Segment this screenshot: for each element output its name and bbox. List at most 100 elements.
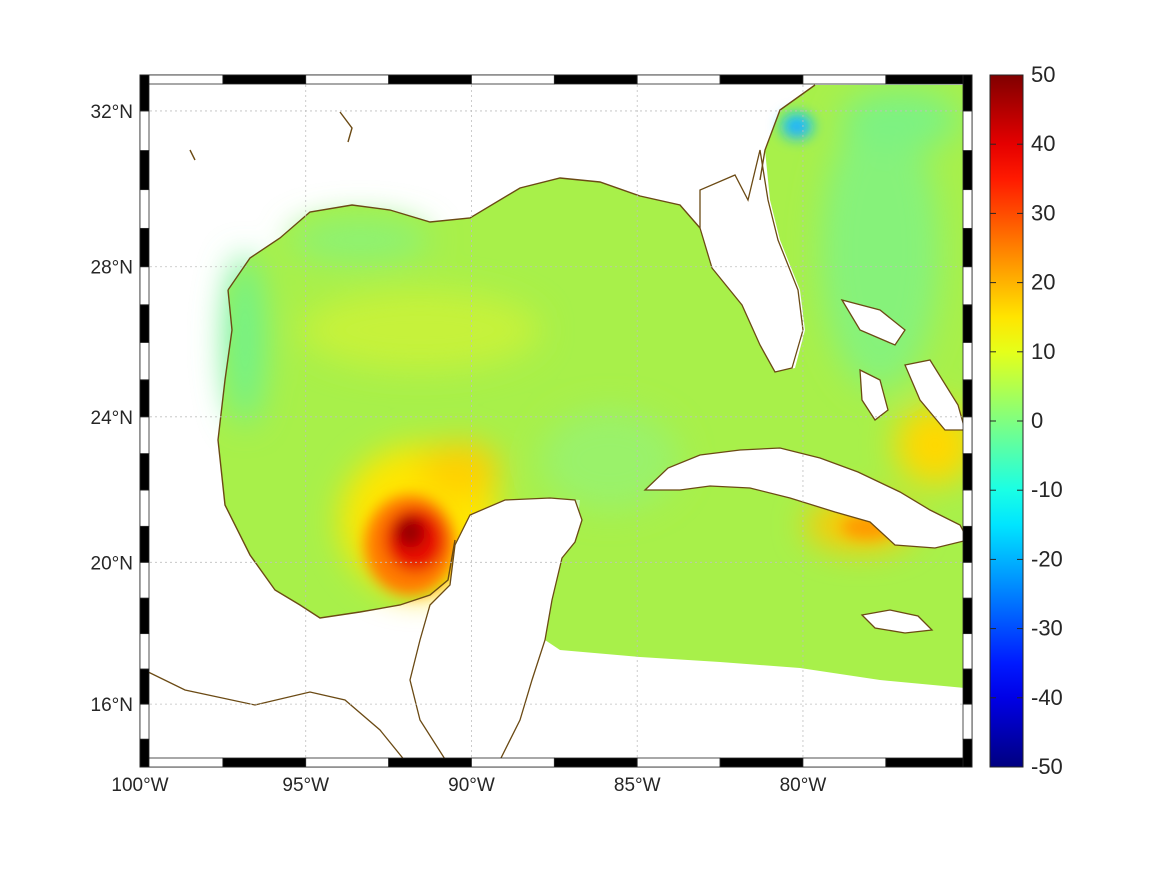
frame-segment: [388, 757, 472, 768]
frame-segment: [139, 738, 150, 768]
frame-segment: [305, 74, 390, 85]
frame-segment: [962, 266, 973, 306]
mexico-mainland-south: [140, 667, 411, 767]
colorbar-tick-label: -40: [1031, 685, 1063, 710]
frame-segment: [885, 74, 970, 85]
frame-segment: [719, 757, 804, 768]
frame-segment: [305, 757, 390, 768]
lat-tick-label: 32°N: [91, 102, 133, 123]
frame-segment: [962, 110, 973, 151]
frame-segment: [139, 110, 150, 151]
frame-segment: [962, 342, 973, 381]
frame-segment: [962, 703, 973, 740]
frame-segment: [139, 189, 150, 229]
bay-of-campeche-maximum: [395, 516, 425, 548]
frame-segment: [962, 416, 973, 454]
frame-segment: [962, 74, 973, 112]
colorbar-tick-label: 50: [1031, 62, 1055, 87]
frame-segment: [139, 597, 150, 635]
frame-segment: [139, 74, 224, 85]
frame-segment: [802, 74, 887, 85]
frame-segment: [553, 757, 638, 768]
colorbar-tick-label: 20: [1031, 270, 1055, 295]
texas-shelf-cool-band: [225, 255, 265, 425]
frame-segment: [636, 74, 721, 85]
lon-tick-label: 100°W: [111, 775, 168, 796]
frame-segment: [962, 150, 973, 191]
data-field: [140, 84, 972, 767]
frame-segment: [962, 189, 973, 229]
frame-segment: [139, 633, 150, 670]
frame-segment: [962, 633, 973, 670]
florida-peninsula: [699, 149, 804, 373]
frame-segment: [471, 74, 555, 85]
lat-tick-label: 20°N: [91, 553, 133, 574]
colorbar-tick-label: 30: [1031, 200, 1055, 225]
frame-segment: [139, 489, 150, 527]
frame-segment: [139, 227, 150, 268]
colorbar-tick-label: 10: [1031, 339, 1055, 364]
lat-tick-label: 28°N: [91, 258, 133, 279]
atlantic-cool-band: [820, 110, 940, 390]
frame-segment: [962, 597, 973, 635]
colorbar: 50 40 30 20 10 0 -10 -20 -30 -40 -50: [989, 62, 1063, 779]
frame-segment: [471, 757, 555, 768]
frame-segment: [962, 668, 973, 705]
graticule: [140, 75, 972, 767]
frame-segment: [802, 757, 887, 768]
frame-segment: [962, 304, 973, 343]
lat-tick-label: 16°N: [91, 695, 133, 716]
lon-tick-label: 85°W: [614, 775, 661, 796]
frame-segment: [139, 379, 150, 418]
frame-segment: [885, 757, 970, 768]
frame-segment: [636, 757, 721, 768]
andros-island: [859, 368, 889, 421]
frame-segment: [139, 304, 150, 343]
lon-tick-label: 95°W: [282, 775, 329, 796]
frame-segment: [962, 379, 973, 418]
frame-segment: [962, 489, 973, 527]
land-masks: [140, 149, 969, 767]
lon-tick-label: 80°W: [780, 775, 827, 796]
colorbar-tick-label: -10: [1031, 477, 1063, 502]
colorbar-tick-label: -30: [1031, 616, 1063, 641]
great-bahama-bank: [840, 298, 906, 346]
frame-segment: [139, 416, 150, 454]
frame-segment: [222, 757, 307, 768]
colorbar-tick-label: 40: [1031, 131, 1055, 156]
lat-tick-label: 24°N: [91, 408, 133, 429]
frame-segment: [553, 74, 638, 85]
lon-tick-label: 90°W: [448, 775, 495, 796]
map-frame: [139, 74, 973, 768]
frame-segment: [388, 74, 472, 85]
colorbar-tick-label: -20: [1031, 546, 1063, 571]
coastlines: [189, 84, 816, 619]
frame-segment: [719, 74, 804, 85]
frame-segment: [139, 561, 150, 599]
frame-segment: [139, 74, 150, 112]
jamaica: [860, 609, 934, 634]
frame-segment: [962, 525, 973, 563]
colorbar-tick-label: -50: [1031, 754, 1063, 779]
frame-segment: [962, 738, 973, 768]
georgia-shelf-cold-spot: [788, 121, 806, 135]
frame-segment: [139, 342, 150, 381]
latitude-labels: 16°N 20°N 24°N 28°N 32°N: [91, 102, 133, 716]
frame-segment: [139, 453, 150, 491]
frame-segment: [962, 227, 973, 268]
frame-segment: [962, 561, 973, 599]
frame-segment: [139, 525, 150, 563]
frame-segment: [139, 668, 150, 705]
frame-segment: [222, 74, 307, 85]
frame-segment: [962, 453, 973, 491]
longitude-labels: 100°W 95°W 90°W 85°W 80°W: [111, 775, 826, 796]
frame-segment: [139, 757, 224, 768]
colorbar-tick-label: 0: [1031, 408, 1043, 433]
yucatan-peninsula: [409, 497, 583, 767]
frame-segment: [139, 703, 150, 740]
frame-segment: [139, 266, 150, 306]
frame-segment: [139, 150, 150, 191]
louisiana-shelf-cool: [290, 218, 430, 262]
